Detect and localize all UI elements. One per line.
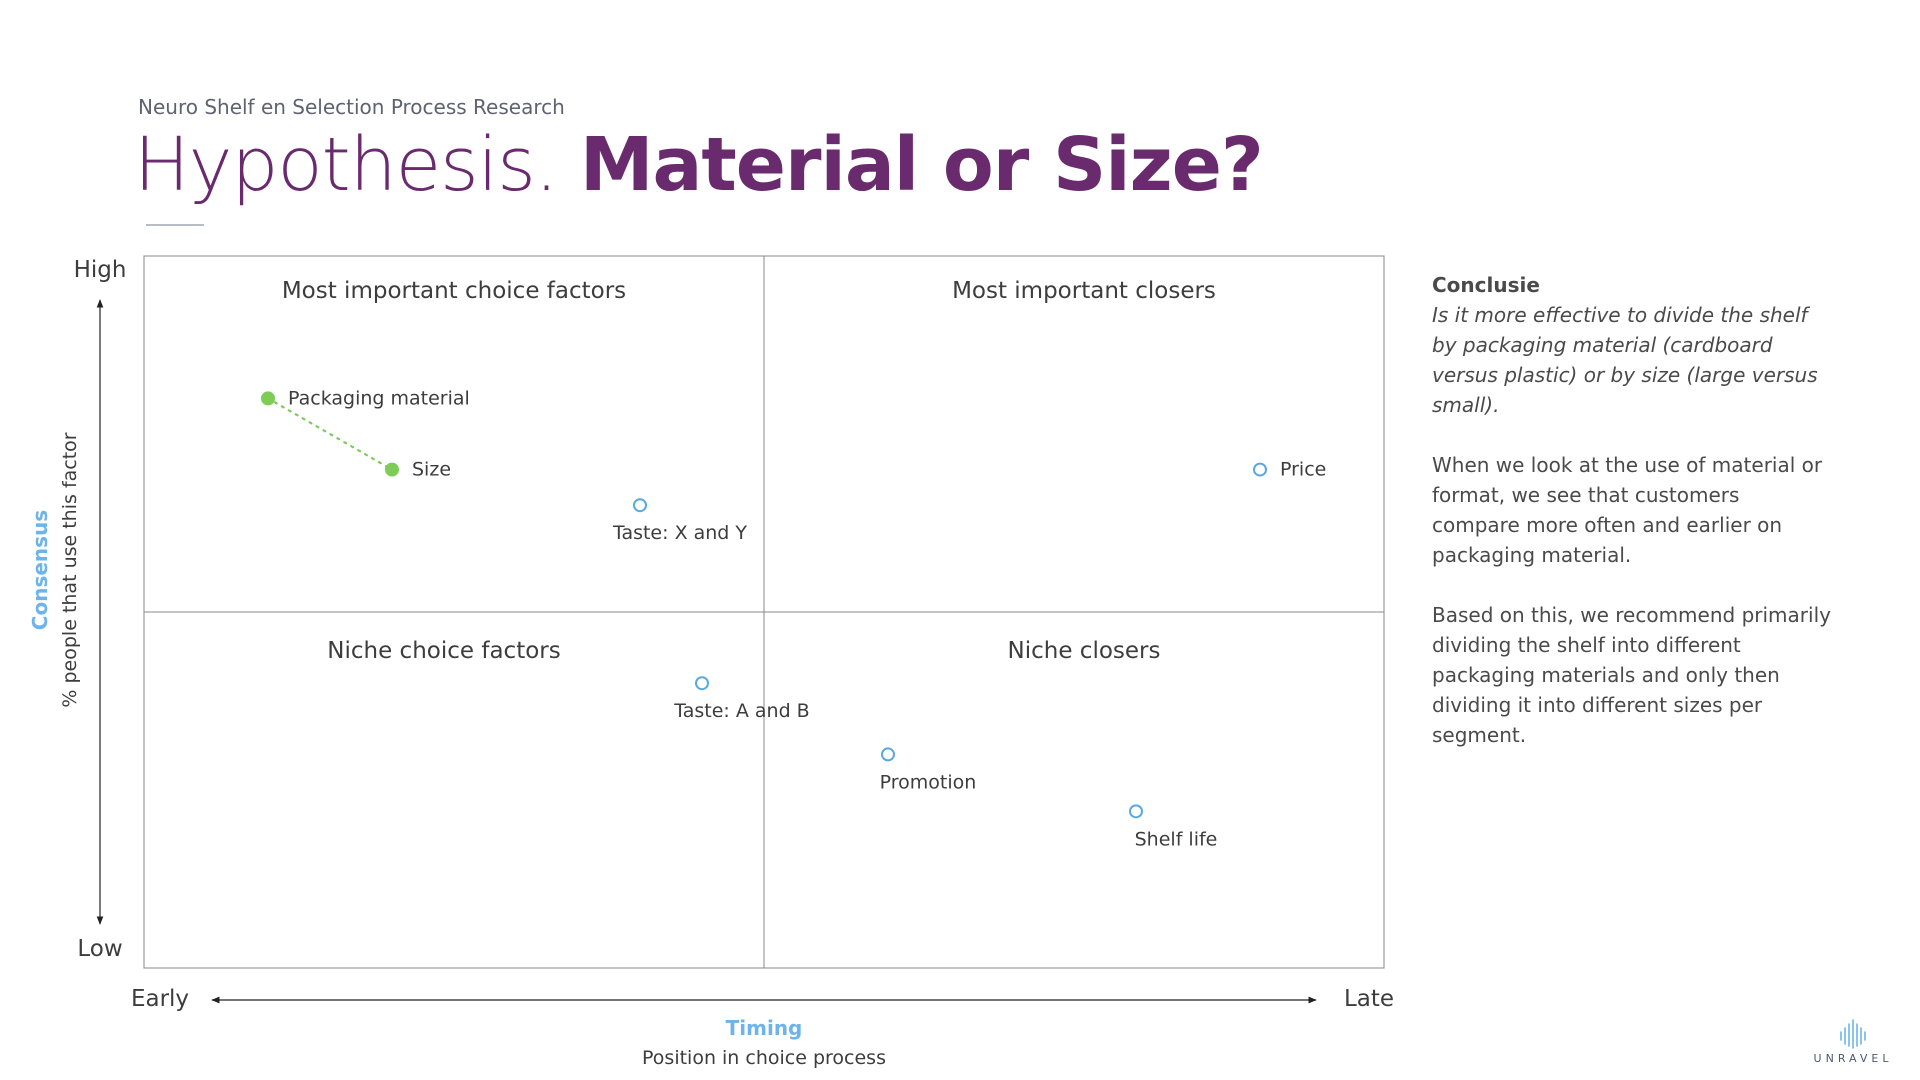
title-light: Hypothesis. [134,122,558,208]
point-label-taste-a-and-b: Taste: A and B [673,700,809,722]
point-label-price: Price [1280,459,1326,481]
conclusion-heading: Conclusie [1432,273,1540,297]
x-axis-low-label: Early [131,986,189,1012]
point-label-promotion: Promotion [880,771,977,793]
conclusion-paragraph-2: Based on this, we recommend primarily di… [1432,603,1831,747]
quadrant-title-top-left: Most important choice factors [282,278,626,304]
report-subtitle: Neuro Shelf en Selection Process Researc… [138,95,565,119]
y-axis-name: Consensus [28,510,52,630]
x-axis-high-label: Late [1344,986,1394,1012]
waveform-icon [1840,1019,1866,1049]
title-divider [146,224,204,226]
point-label-packaging-material: Packaging material [288,387,470,409]
point-promotion [881,747,895,762]
y-axis-high-label: High [74,257,127,283]
conclusion-question: Is it more effective to divide the shelf… [1432,303,1818,417]
brand-logo-text: UNRAVEL [1813,1052,1893,1065]
page-title: Hypothesis. Material or Size? [134,122,1264,208]
y-axis-sub: % people that use this factor [59,432,81,707]
y-axis-low-label: Low [77,936,122,962]
quadrant-title-top-right: Most important closers [952,278,1216,304]
brand-logo: UNRAVEL [1808,1018,1898,1068]
connector-line [266,397,394,471]
point-packaging-material [261,391,275,406]
point-size [385,462,399,477]
point-label-shelf-life: Shelf life [1135,828,1218,850]
point-taste-a-and-b [695,676,709,691]
point-label-size: Size [412,459,451,481]
conclusion-panel: Conclusie Is it more effective to divide… [1432,270,1832,780]
x-axis-sub: Position in choice process [642,1047,886,1069]
quadrant-title-bottom-left: Niche choice factors [327,638,560,664]
point-price [1253,462,1267,477]
x-axis-name: Timing [726,1016,803,1040]
title-bold: Material or Size? [579,122,1264,208]
point-label-taste-x-and-y: Taste: X and Y [612,522,747,544]
quadrant-title-bottom-right: Niche closers [1008,638,1161,664]
point-taste-x-and-y [633,498,647,513]
conclusion-paragraph-1: When we look at the use of material or f… [1432,453,1823,567]
point-shelf-life [1129,804,1143,819]
